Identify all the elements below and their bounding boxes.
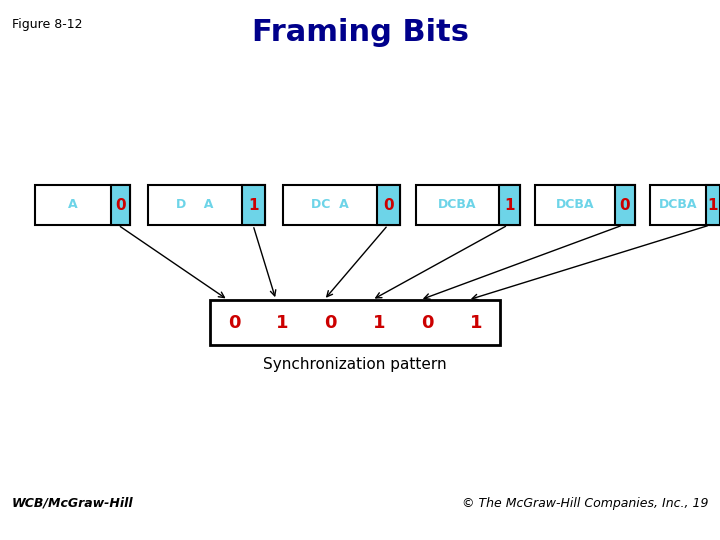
Text: 0: 0	[620, 198, 630, 213]
Bar	[111, 185, 130, 225]
Text: 0: 0	[421, 314, 433, 332]
Text: 1: 1	[276, 314, 289, 332]
Text: Figure 8-12: Figure 8-12	[12, 18, 83, 31]
Text: D    A: D A	[176, 199, 214, 212]
Bar	[535, 185, 635, 225]
Text: Framing Bits: Framing Bits	[251, 18, 469, 47]
Bar	[148, 185, 265, 225]
Text: Synchronization pattern: Synchronization pattern	[264, 357, 447, 372]
Bar	[210, 300, 500, 345]
Bar	[499, 185, 520, 225]
Bar	[111, 185, 130, 225]
Text: DC  A: DC A	[311, 199, 348, 212]
Bar	[615, 185, 635, 225]
Text: 1: 1	[504, 198, 515, 213]
Bar	[35, 185, 130, 225]
Bar	[242, 185, 265, 225]
Bar	[377, 185, 400, 225]
Bar	[242, 185, 265, 225]
Text: WCB/McGraw-Hill: WCB/McGraw-Hill	[12, 497, 134, 510]
Bar	[499, 185, 520, 225]
Bar	[283, 185, 400, 225]
Text: DCBA: DCBA	[659, 199, 697, 212]
Text: 1: 1	[248, 198, 258, 213]
Text: A: A	[68, 199, 78, 212]
Text: © The McGraw-Hill Companies, Inc., 19: © The McGraw-Hill Companies, Inc., 19	[462, 497, 708, 510]
Bar	[706, 185, 720, 225]
Text: 1: 1	[708, 198, 719, 213]
Text: 0: 0	[325, 314, 337, 332]
Text: DCBA: DCBA	[556, 199, 594, 212]
Bar	[650, 185, 720, 225]
Bar	[377, 185, 400, 225]
Text: 1: 1	[469, 314, 482, 332]
Text: 0: 0	[228, 314, 240, 332]
Bar	[615, 185, 635, 225]
Text: 0: 0	[115, 198, 126, 213]
Text: 0: 0	[383, 198, 394, 213]
Text: 1: 1	[373, 314, 385, 332]
Bar	[416, 185, 520, 225]
Text: DCBA: DCBA	[438, 199, 477, 212]
Bar	[706, 185, 720, 225]
